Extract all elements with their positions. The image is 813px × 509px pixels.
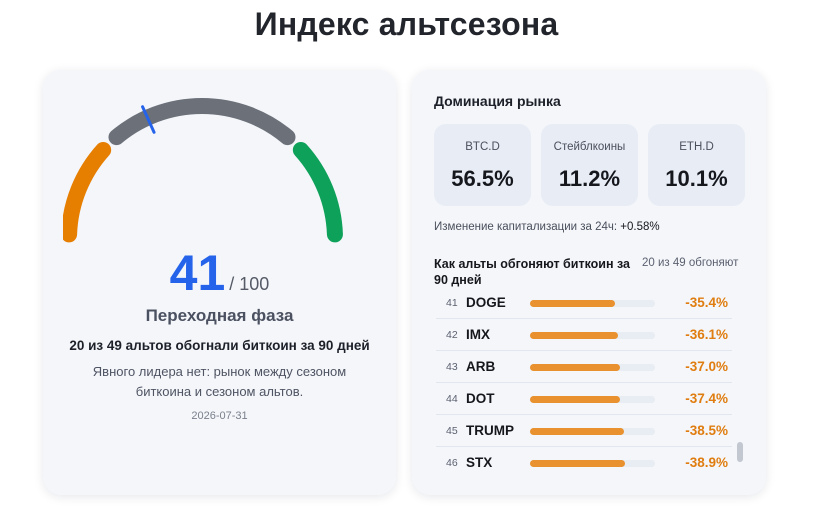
row-bar-track bbox=[530, 428, 655, 435]
tile-eth-dominance: ETH.D 10.1% bbox=[648, 124, 745, 206]
list-item: 46 STX -38.9% bbox=[436, 447, 732, 479]
ranking-title: Как альты обгоняют биткоин за 90 дней bbox=[434, 257, 631, 287]
change-label: Изменение капитализации за 24ч: bbox=[434, 221, 618, 233]
list-item: 44 DOT -37.4% bbox=[436, 383, 732, 415]
list-item: 42 IMX -36.1% bbox=[436, 319, 732, 351]
tile-label: ETH.D bbox=[679, 141, 714, 153]
row-symbol: ARB bbox=[466, 359, 496, 374]
gauge-max: / 100 bbox=[229, 274, 270, 294]
ranking-list[interactable]: 41 DOGE -35.4% 42 IMX -36.1% 43 ARB -37.0% 44 DOT -… bbox=[436, 287, 732, 479]
list-item: 43 ARB -37.0% bbox=[436, 351, 732, 383]
row-symbol: DOGE bbox=[466, 295, 506, 310]
row-bar-track bbox=[530, 300, 655, 307]
list-item: 41 DOGE -35.4% bbox=[436, 287, 732, 319]
tile-stablecoins: Стейблкоины 11.2% bbox=[541, 124, 638, 206]
list-item: 45 TRUMP -38.5% bbox=[436, 415, 732, 447]
row-rank: 44 bbox=[446, 393, 458, 405]
row-bar-fill bbox=[530, 460, 625, 467]
market-dominance-card: Доминация рынка BTC.D 56.5% Стейблкоины … bbox=[412, 70, 766, 495]
gauge-segment-high bbox=[292, 142, 343, 243]
ranking-count: 20 из 49 обгоняют bbox=[642, 257, 739, 269]
date-label: 2026-07-31 bbox=[191, 410, 248, 422]
tile-value: 56.5% bbox=[451, 166, 514, 191]
row-change: -38.9% bbox=[685, 455, 728, 470]
change-value: +0.58% bbox=[620, 221, 660, 233]
row-bar-track bbox=[530, 460, 655, 467]
row-change: -38.5% bbox=[685, 423, 728, 438]
market-cap-change: Изменение капитализации за 24ч: +0.58% bbox=[434, 221, 660, 233]
gauge-needle bbox=[141, 105, 156, 134]
row-bar-track bbox=[530, 332, 655, 339]
row-bar-track bbox=[530, 364, 655, 371]
tile-btc-dominance: BTC.D 56.5% bbox=[434, 124, 531, 206]
tile-label: BTC.D bbox=[465, 141, 500, 153]
row-change: -36.1% bbox=[685, 327, 728, 342]
gauge-segment-mid bbox=[108, 98, 296, 146]
summary-text: 20 из 49 альтов обогнали биткоин за 90 д… bbox=[69, 338, 370, 353]
row-symbol: DOT bbox=[466, 391, 495, 406]
row-rank: 42 bbox=[446, 329, 458, 341]
gauge-value: 41/ 100 bbox=[43, 246, 396, 300]
row-symbol: STX bbox=[466, 455, 493, 470]
row-bar-track bbox=[530, 396, 655, 403]
tile-label: Стейблкоины bbox=[553, 141, 626, 153]
row-symbol: IMX bbox=[466, 327, 491, 342]
row-change: -37.0% bbox=[685, 359, 728, 374]
tile-value: 10.1% bbox=[665, 166, 728, 191]
row-bar-fill bbox=[530, 300, 615, 307]
page-title: Индекс альтсезона bbox=[254, 6, 559, 42]
phase-label: Переходная фаза bbox=[145, 306, 294, 325]
row-change: -35.4% bbox=[685, 295, 728, 310]
ranking-scrollbar[interactable] bbox=[737, 442, 743, 462]
row-change: -37.4% bbox=[685, 391, 728, 406]
row-rank: 45 bbox=[446, 425, 458, 437]
description-text: Явного лидера нет: рынок между сезоном б… bbox=[92, 364, 347, 399]
row-bar-fill bbox=[530, 396, 620, 403]
row-symbol: TRUMP bbox=[466, 423, 514, 438]
row-rank: 46 bbox=[446, 457, 458, 469]
gauge-segment-low bbox=[63, 142, 112, 243]
gauge-number: 41 bbox=[169, 245, 226, 301]
tile-value: 11.2% bbox=[558, 166, 621, 191]
altseason-gauge-card: 41/ 100 Переходная фаза 20 из 49 альтов … bbox=[43, 70, 396, 495]
dominance-title: Доминация рынка bbox=[434, 93, 561, 109]
altseason-gauge bbox=[63, 98, 343, 243]
row-bar-fill bbox=[530, 364, 620, 371]
row-bar-fill bbox=[530, 428, 624, 435]
row-rank: 41 bbox=[446, 297, 458, 309]
row-rank: 43 bbox=[446, 361, 458, 373]
row-bar-fill bbox=[530, 332, 618, 339]
